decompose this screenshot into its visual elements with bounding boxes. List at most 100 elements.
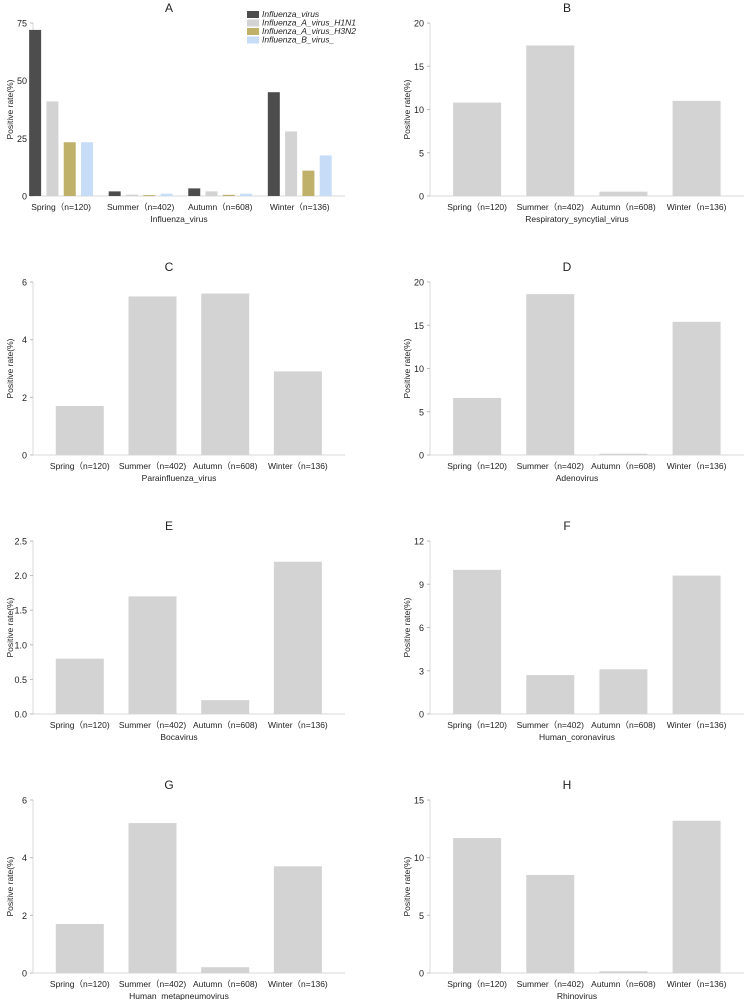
x-axis-label: Rhinovirus bbox=[557, 991, 597, 1000]
y-tick-label: 6 bbox=[22, 278, 27, 288]
bar-bocavirus-1 bbox=[128, 596, 177, 714]
legend-swatch bbox=[247, 19, 259, 27]
y-tick-label: 25 bbox=[17, 134, 27, 144]
y-axis-label: Positive rate(%) bbox=[5, 79, 15, 139]
bar-influenza-a-virus-h1n1-2 bbox=[205, 191, 218, 196]
x-axis-label: Bocavirus bbox=[160, 732, 197, 742]
y-tick-label: 2 bbox=[22, 393, 27, 403]
bar-influenza-b-virus-1 bbox=[160, 193, 173, 196]
panel-title: G bbox=[164, 778, 173, 792]
y-tick-label: 6 bbox=[22, 796, 27, 806]
bar-human-coronavirus-0 bbox=[453, 569, 502, 714]
panel-f: F 0 3 6 9 12 Positive rate(%) Human_coronavirus… bbox=[402, 519, 744, 742]
x-tick-label: Spring（n=120) bbox=[31, 202, 91, 212]
bar-human-metapneumovirus-2 bbox=[201, 967, 250, 973]
bar-human-coronavirus-2 bbox=[599, 669, 648, 714]
bar-influenza-b-virus-3 bbox=[319, 155, 332, 196]
y-tick-label: 5 bbox=[419, 911, 424, 921]
bar-parainfluenza-virus-3 bbox=[273, 371, 322, 455]
x-axis-label: Adenovirus bbox=[556, 473, 599, 483]
y-axis-label: Positive rate(%) bbox=[5, 597, 15, 657]
bar-bocavirus-3 bbox=[273, 561, 322, 714]
panel-a: A 0 25 50 75 Positive rate(%) Influenza_virus S… bbox=[5, 1, 356, 224]
y-tick-label: 5 bbox=[419, 407, 424, 417]
y-tick-label: 10 bbox=[414, 853, 424, 863]
bar-influenza-a-virus-h1n1-0 bbox=[46, 101, 59, 196]
x-tick-label: Autumn（n=608) bbox=[591, 202, 656, 212]
y-tick-label: 15 bbox=[414, 321, 424, 331]
x-tick-label: Winter（n=136) bbox=[268, 979, 328, 989]
legend-label: Influenza_A_virus_H3N2 bbox=[262, 26, 356, 36]
bar-human-coronavirus-1 bbox=[526, 675, 575, 714]
legend-swatch bbox=[247, 28, 259, 35]
x-tick-label: Winter（n=136) bbox=[667, 202, 727, 212]
bar-rhinovirus-0 bbox=[453, 838, 502, 973]
bar-adenovirus-2 bbox=[599, 453, 648, 455]
bar-rhinovirus-3 bbox=[672, 820, 721, 973]
bar-bocavirus-0 bbox=[55, 658, 104, 714]
bar-influenza-a-virus-h3n2-1 bbox=[143, 195, 156, 196]
y-tick-label: 0 bbox=[22, 192, 27, 202]
x-tick-label: Autumn（n=608) bbox=[591, 720, 656, 730]
bar-respiratory-syncytial-virus-1 bbox=[526, 45, 575, 196]
y-tick-label: 20 bbox=[414, 19, 424, 29]
panel-h: H 0 5 10 15 Positive rate(%) Rhinovirus Spring（… bbox=[402, 778, 744, 1001]
bar-respiratory-syncytial-virus-0 bbox=[453, 102, 502, 196]
bar-adenovirus-1 bbox=[526, 294, 575, 455]
bar-human-metapneumovirus-1 bbox=[128, 823, 177, 973]
x-tick-label: Spring（n=120) bbox=[447, 461, 507, 471]
panel-title: D bbox=[563, 260, 572, 274]
y-tick-label: 0 bbox=[419, 192, 424, 202]
y-tick-label: 1.5 bbox=[14, 606, 27, 616]
x-tick-label: Summer（n=402) bbox=[119, 720, 186, 730]
x-tick-label: Autumn（n=608) bbox=[193, 979, 258, 989]
bar-influenza-a-virus-h3n2-2 bbox=[222, 194, 235, 196]
bar-human-metapneumovirus-0 bbox=[55, 923, 104, 973]
x-tick-label: Spring（n=120) bbox=[50, 461, 110, 471]
x-tick-label: Winter（n=136) bbox=[667, 720, 727, 730]
y-axis-label: Positive rate(%) bbox=[402, 338, 412, 398]
bar-human-metapneumovirus-3 bbox=[273, 866, 322, 973]
bar-influenza-a-virus-h1n1-3 bbox=[285, 131, 298, 196]
bar-respiratory-syncytial-virus-3 bbox=[672, 100, 721, 196]
bar-rhinovirus-2 bbox=[599, 971, 648, 973]
panel-title: F bbox=[563, 519, 570, 533]
y-tick-label: 75 bbox=[17, 19, 27, 29]
x-tick-label: Summer（n=402) bbox=[517, 461, 584, 471]
y-tick-label: 10 bbox=[414, 105, 424, 115]
panel-d: D 0 5 10 15 20 Positive rate(%) Adenovirus Sprin… bbox=[402, 260, 744, 483]
y-tick-label: 9 bbox=[419, 580, 424, 590]
y-tick-label: 0 bbox=[22, 451, 27, 461]
y-axis-label: Positive rate(%) bbox=[402, 856, 412, 916]
x-tick-label: Summer（n=402) bbox=[107, 202, 174, 212]
bar-rhinovirus-1 bbox=[526, 874, 575, 973]
bar-parainfluenza-virus-1 bbox=[128, 296, 177, 455]
y-tick-label: 20 bbox=[414, 278, 424, 288]
x-tick-label: Winter（n=136) bbox=[268, 461, 328, 471]
y-tick-label: 15 bbox=[414, 796, 424, 806]
bar-influenza-b-virus-0 bbox=[81, 142, 94, 196]
legend-swatch bbox=[247, 36, 259, 44]
panel-c: C 0 2 4 6 Positive rate(%) Parainfluenza_virus… bbox=[5, 260, 345, 483]
panel-title: H bbox=[563, 778, 572, 792]
x-tick-label: Spring（n=120) bbox=[447, 720, 507, 730]
panel-title: A bbox=[165, 1, 173, 15]
x-tick-label: Spring（n=120) bbox=[50, 979, 110, 989]
x-tick-label: Summer（n=402) bbox=[119, 979, 186, 989]
y-tick-label: 6 bbox=[419, 623, 424, 633]
bar-influenza-virus-0 bbox=[29, 29, 42, 197]
bar-influenza-a-virus-h3n2-0 bbox=[63, 142, 76, 196]
y-tick-label: 12 bbox=[414, 537, 424, 547]
y-tick-label: 0 bbox=[22, 969, 27, 979]
y-tick-label: 4 bbox=[22, 335, 27, 345]
y-axis-label: Positive rate(%) bbox=[5, 856, 15, 916]
y-tick-label: 2.0 bbox=[14, 571, 27, 581]
x-tick-label: Autumn（n=608) bbox=[591, 461, 656, 471]
x-tick-label: Spring（n=120) bbox=[50, 720, 110, 730]
bar-respiratory-syncytial-virus-2 bbox=[599, 191, 648, 196]
y-tick-label: 0 bbox=[419, 969, 424, 979]
bar-adenovirus-3 bbox=[672, 321, 721, 455]
y-tick-label: 0.0 bbox=[14, 710, 27, 720]
legend-label: Influenza_B_virus_ bbox=[262, 35, 335, 45]
